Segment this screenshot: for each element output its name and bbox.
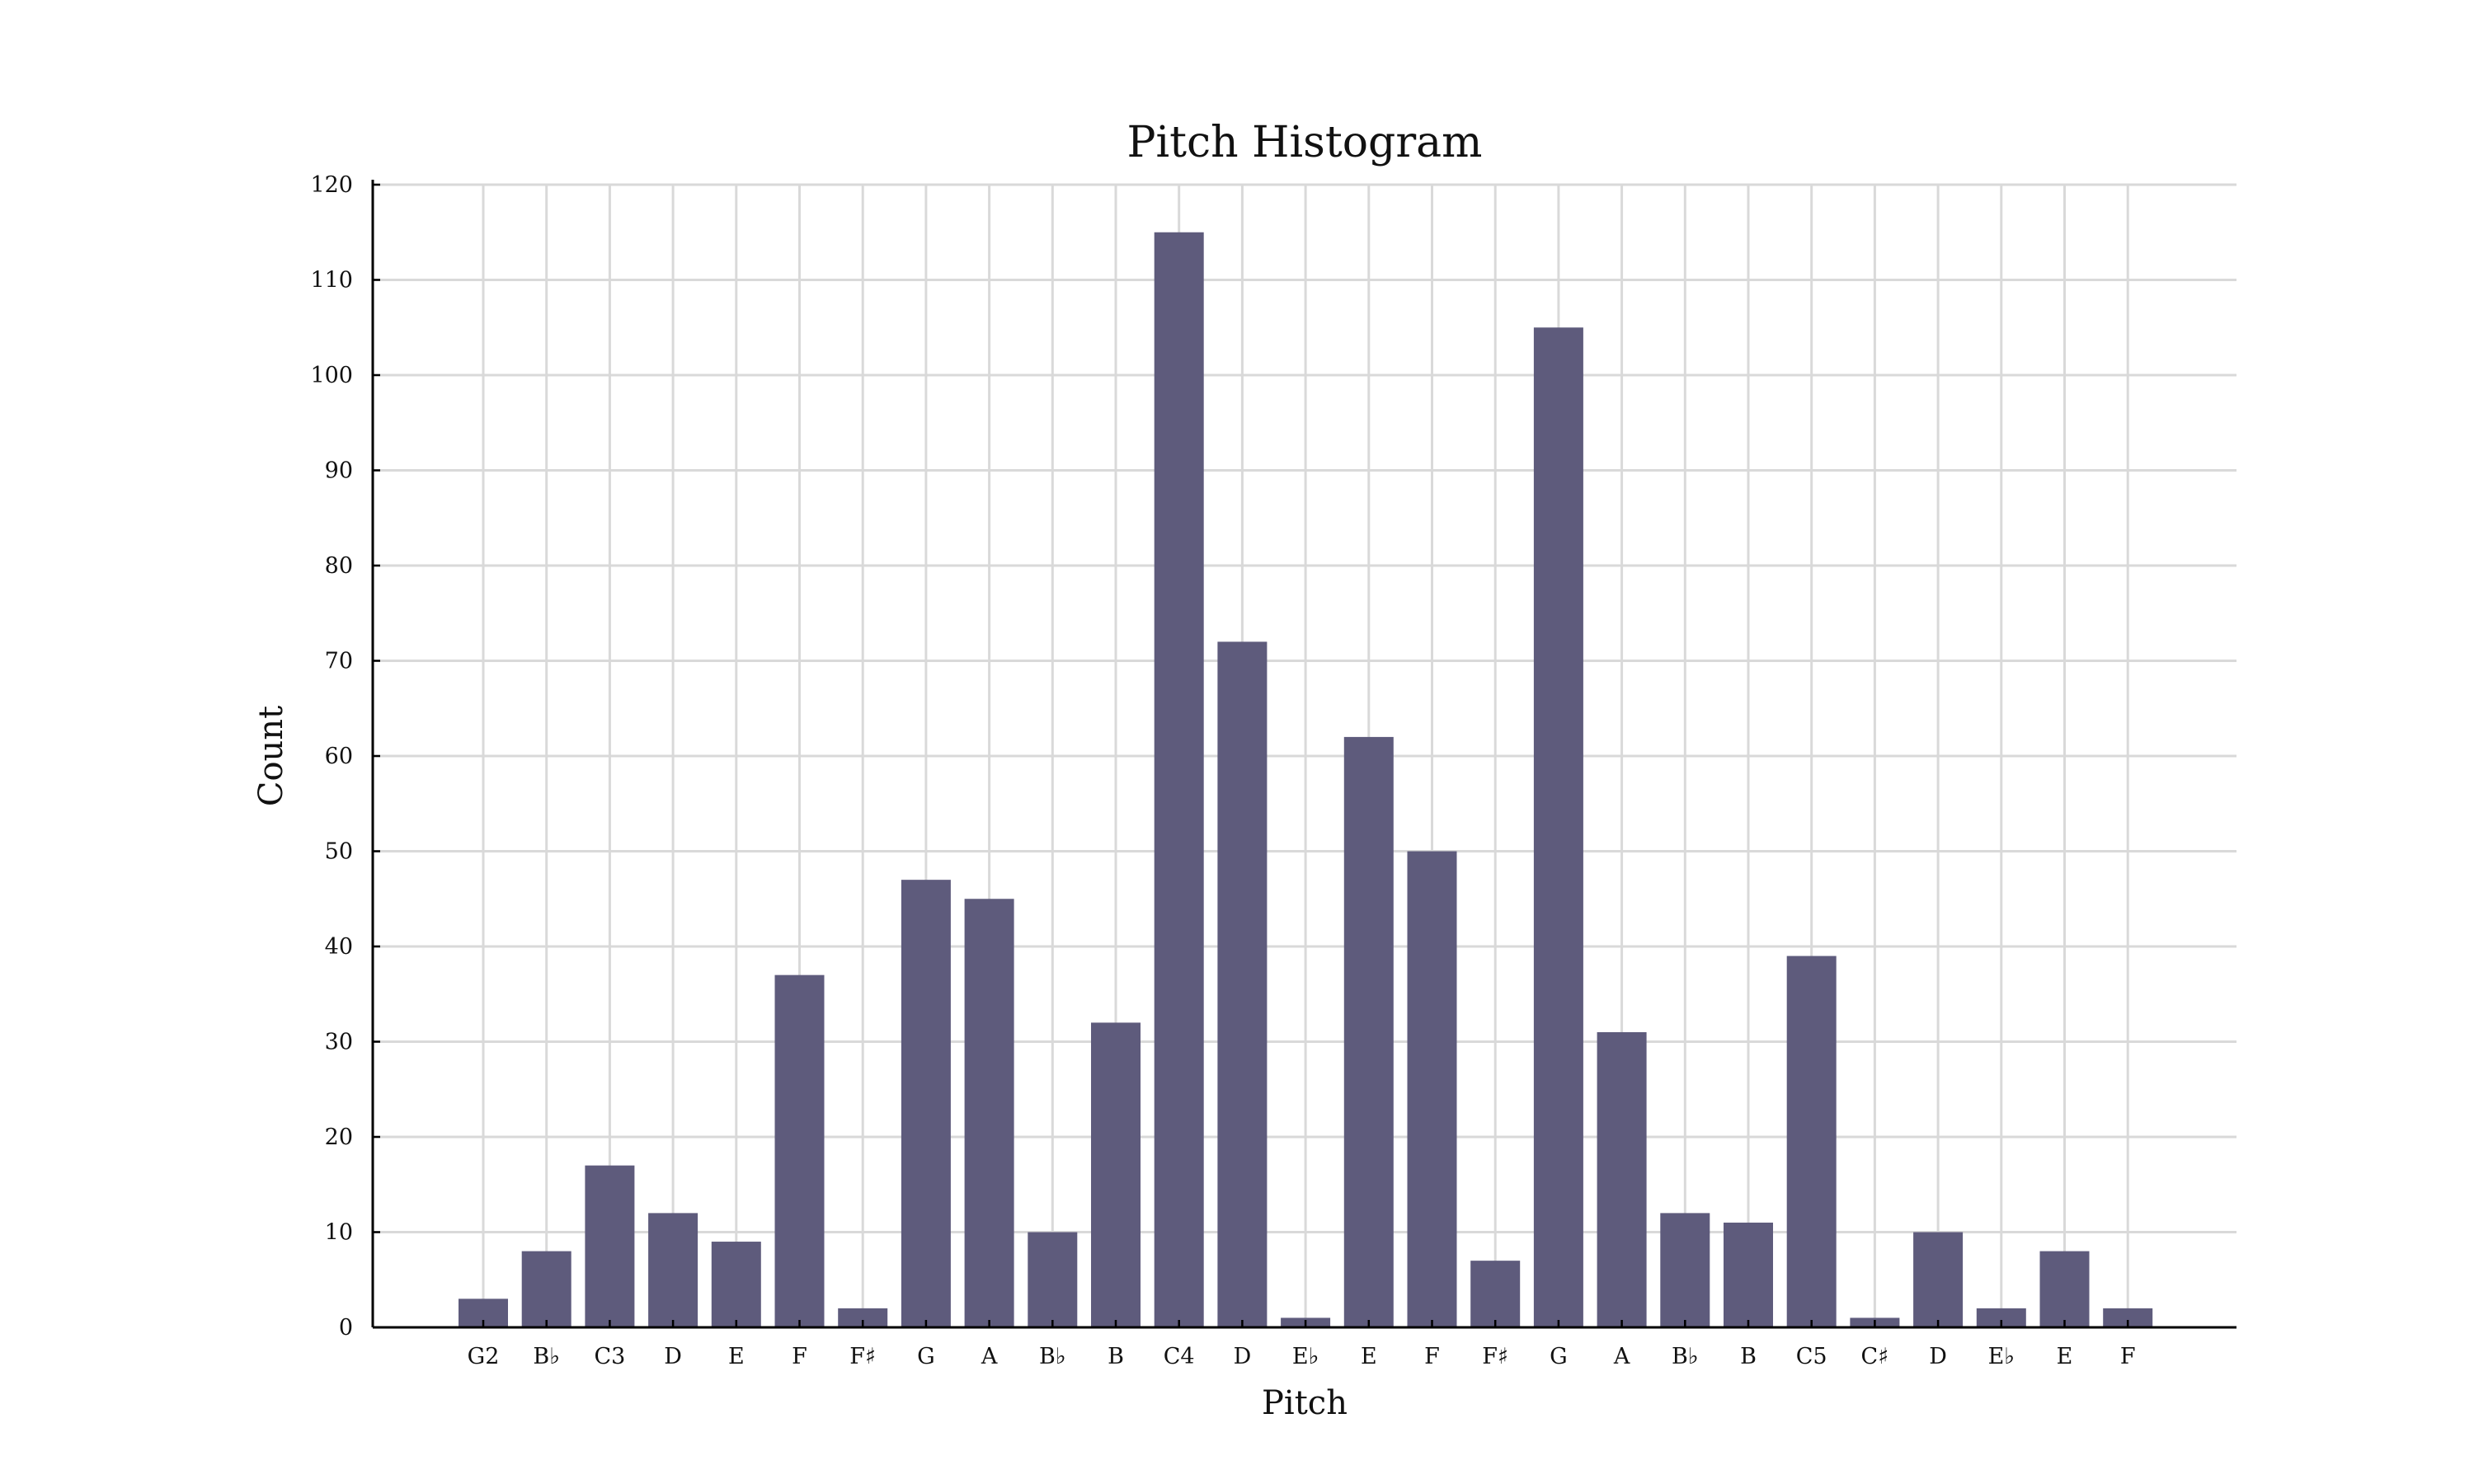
bar [1343, 736, 1394, 1327]
y-tick-label: 110 [310, 268, 353, 294]
x-tick-label: F [2120, 1344, 2136, 1369]
x-tick-label: F♯ [1482, 1344, 1508, 1369]
y-tick-label: 60 [325, 744, 353, 769]
bar [1660, 1213, 1710, 1327]
y-tick-label: 120 [310, 172, 353, 198]
bar [2103, 1308, 2153, 1327]
bar [1976, 1308, 2026, 1327]
x-tick-label: G2 [468, 1344, 500, 1369]
x-tick-label: C3 [594, 1344, 625, 1369]
x-tick-label: F [1424, 1344, 1440, 1369]
x-tick-label: B♭ [1039, 1344, 1066, 1369]
y-tick-label: 30 [325, 1030, 353, 1055]
bar [1091, 1022, 1141, 1327]
bar [901, 880, 951, 1327]
bar [1913, 1232, 1964, 1327]
x-tick-label: A [981, 1344, 998, 1369]
x-tick-label: G [917, 1344, 935, 1369]
bar [1470, 1261, 1521, 1327]
y-axis-label: Count [252, 706, 290, 806]
bar [774, 974, 825, 1327]
y-tick-label: 40 [325, 934, 353, 960]
x-axis-label: Pitch [1262, 1384, 1348, 1422]
y-tick-label: 90 [325, 458, 353, 484]
x-tick-label: F♯ [849, 1344, 876, 1369]
x-tick-label: E [728, 1344, 745, 1369]
y-tick-label: 100 [310, 363, 353, 388]
x-tick-label: B [1740, 1344, 1757, 1369]
y-tick-label: 70 [325, 649, 353, 674]
bar [711, 1242, 761, 1327]
x-tick-label: D [1234, 1344, 1252, 1369]
y-ticks: 0 10 20 30 40 50 60 70 80 90 100 110 120 [310, 172, 380, 1341]
bar [1217, 641, 1268, 1327]
bar [1533, 327, 1583, 1327]
x-tick-label: C♯ [1861, 1344, 1889, 1369]
y-tick-label: 10 [325, 1220, 353, 1246]
bar [648, 1213, 698, 1327]
x-ticks: G2 B♭ C3 D E F F♯ G A B♭ B C4 D E♭ E F F♯ G A B♭ B C5 C♯ D E♭ E F [468, 1320, 2136, 1369]
bar [1028, 1232, 1078, 1327]
bar [1724, 1222, 1773, 1327]
x-tick-label: B [1108, 1344, 1124, 1369]
x-tick-label: D [664, 1344, 682, 1369]
y-tick-label: 50 [325, 839, 353, 865]
y-tick-label: 80 [325, 553, 353, 579]
bar [521, 1251, 571, 1327]
bar [2039, 1251, 2090, 1327]
bar [585, 1165, 635, 1327]
bar [1597, 1031, 1647, 1327]
x-tick-label: E♭ [1292, 1344, 1319, 1369]
bar [964, 899, 1014, 1327]
x-tick-label: B♭ [1672, 1344, 1699, 1369]
x-tick-label: E [1361, 1344, 1377, 1369]
x-tick-label: G [1550, 1344, 1568, 1369]
bars-layer [459, 232, 2153, 1327]
x-tick-label: C4 [1164, 1344, 1195, 1369]
y-tick-label: 20 [325, 1125, 353, 1150]
bar [1154, 232, 1204, 1327]
x-tick-label: D [1929, 1344, 1947, 1369]
x-tick-label: E [2057, 1344, 2073, 1369]
grid-layer [373, 183, 2236, 1327]
bar [838, 1308, 888, 1327]
bar [1407, 851, 1457, 1327]
x-tick-label: C5 [1796, 1344, 1827, 1369]
x-tick-label: F [792, 1344, 807, 1369]
chart-title: Pitch Histogram [1127, 118, 1483, 167]
bar [1786, 956, 1837, 1327]
x-tick-label: E♭ [1988, 1344, 2015, 1369]
x-tick-label: B♭ [533, 1344, 560, 1369]
y-tick-label: 0 [339, 1315, 353, 1341]
x-tick-label: A [1613, 1344, 1630, 1369]
